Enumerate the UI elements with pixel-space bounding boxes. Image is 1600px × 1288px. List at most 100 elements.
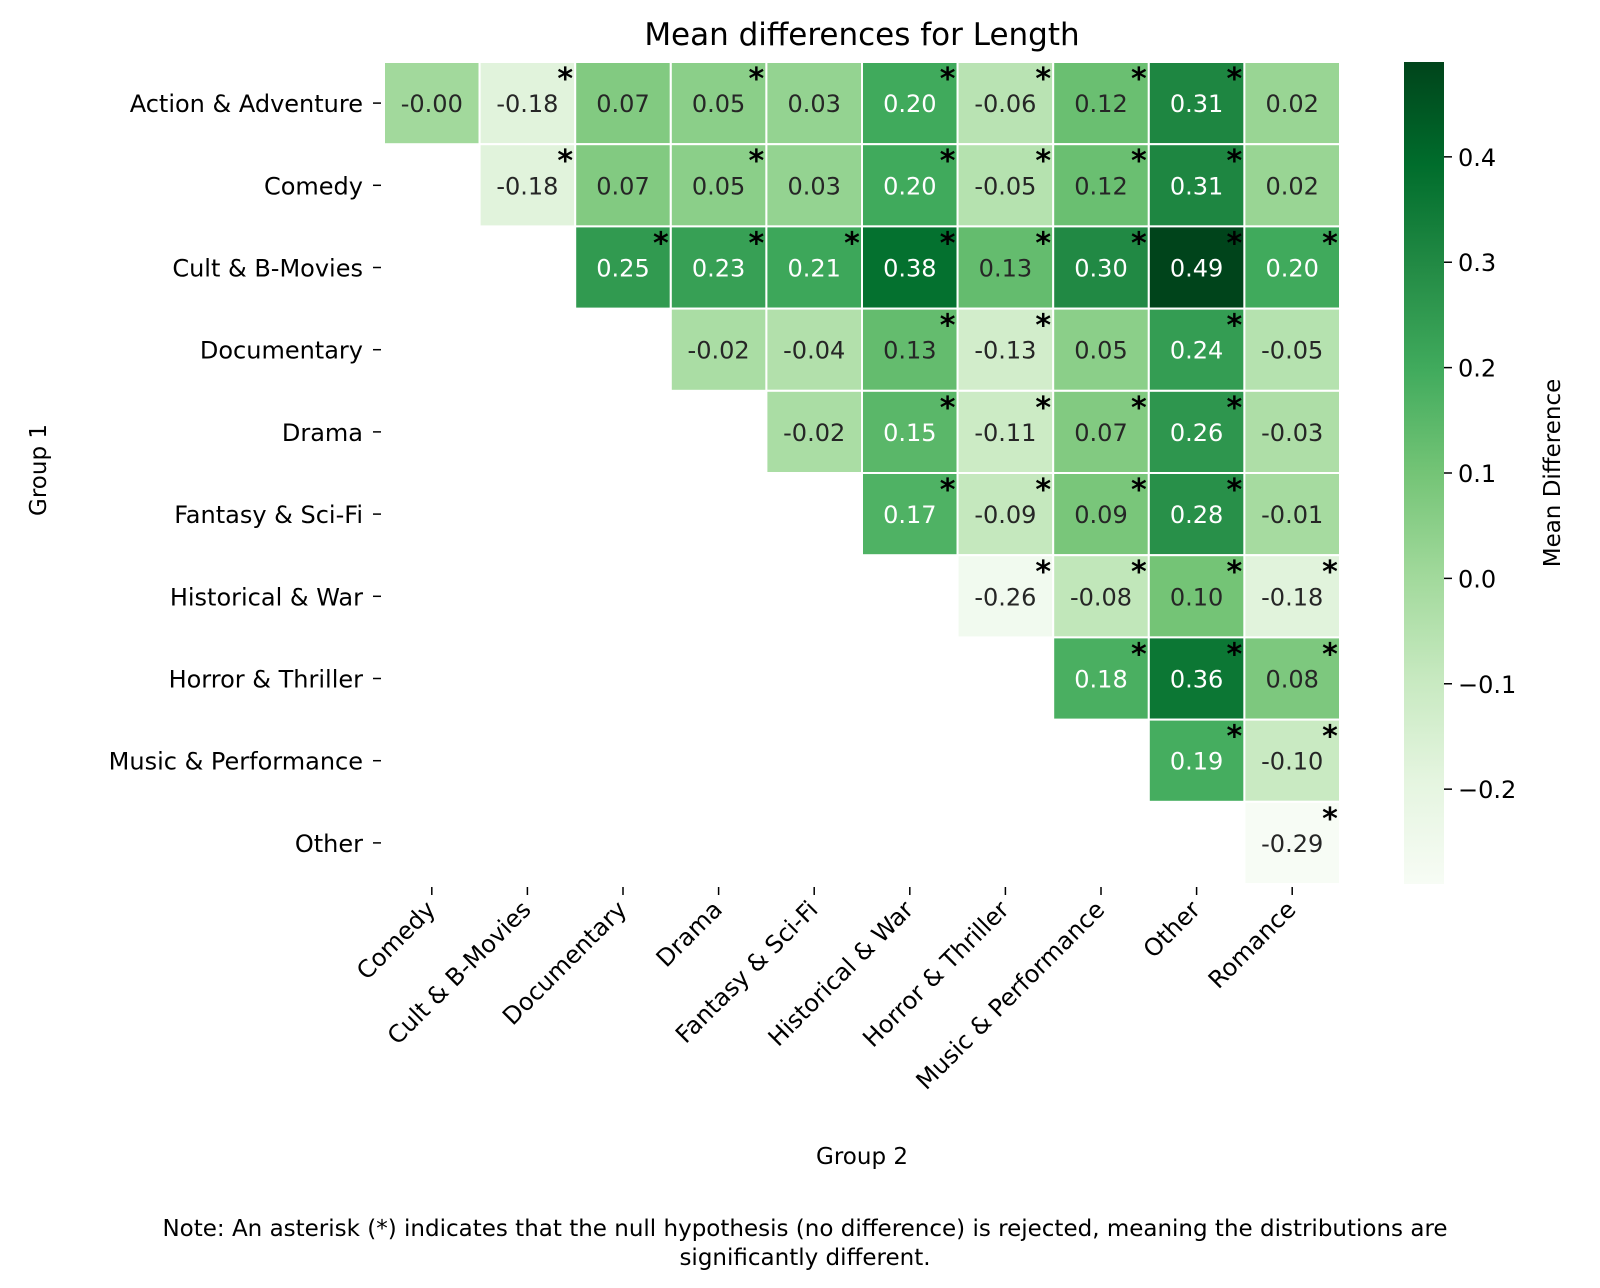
heatmap-cell	[1243, 636, 1342, 721]
cell-value-label: -0.11	[974, 419, 1036, 447]
colorbar-ticks: 0.4 0.3 0.2 0.1 0.0 −0.1 −0.2	[1444, 144, 1516, 804]
significance-asterisk: *	[1131, 391, 1147, 426]
column-label: Other	[1138, 895, 1206, 963]
significance-asterisk: *	[1322, 226, 1338, 261]
cell-value-label: 0.31	[1170, 90, 1223, 118]
significance-asterisk: *	[1227, 637, 1243, 672]
cell-value-label: -0.13	[974, 337, 1036, 365]
significance-asterisk: *	[653, 226, 669, 261]
y-axis-label: Group 1	[26, 424, 52, 516]
heatmap-cell	[1147, 718, 1246, 803]
significance-asterisk: *	[1227, 144, 1243, 179]
colorbar-label: Mean Difference	[1540, 379, 1566, 568]
cell-value-label: 0.36	[1170, 666, 1223, 694]
heatmap-cells: -0.00 -0.18*0.07 0.05*0.03 0.20*-0.06*0.12*…	[383, 61, 1342, 885]
heatmap-cell	[1052, 61, 1150, 146]
significance-asterisk: *	[749, 226, 765, 261]
significance-asterisk: *	[940, 226, 956, 261]
row-axis: Action & Adventure Comedy Cult & B-Movies D…	[109, 90, 381, 858]
cell-value-label: 0.23	[692, 255, 745, 283]
heatmap-cell	[1147, 636, 1246, 721]
significance-asterisk: *	[1322, 637, 1338, 672]
significance-asterisk: *	[844, 226, 860, 261]
significance-asterisk: *	[1035, 391, 1051, 426]
cell-value-label: -0.18	[496, 90, 558, 118]
cell-value-label: 0.05	[1074, 337, 1127, 365]
cell-value-label: 0.07	[1074, 419, 1127, 447]
heatmap-cell	[956, 389, 1055, 474]
cell-value-label: 0.30	[1074, 255, 1127, 283]
significance-asterisk: *	[1131, 637, 1147, 672]
cell-value-label: -0.18	[1261, 583, 1323, 611]
significance-asterisk: *	[557, 144, 573, 179]
heatmap-cell	[574, 225, 672, 310]
cell-value-label: -0.05	[1261, 337, 1323, 365]
cell-value-label: 0.49	[1170, 255, 1223, 283]
significance-asterisk: *	[1131, 473, 1147, 508]
note-text-line-1: Note: An asterisk (*) indicates that the…	[162, 1216, 1447, 1242]
cell-value-label: -0.03	[1261, 419, 1323, 447]
cell-value-label: -0.09	[974, 501, 1036, 529]
heatmap-cell	[956, 472, 1055, 557]
significance-asterisk: *	[1227, 473, 1243, 508]
cell-value-label: -0.00	[401, 90, 463, 118]
significance-asterisk: *	[940, 391, 956, 426]
cell-value-label: -0.08	[1070, 583, 1132, 611]
significance-asterisk: *	[1227, 555, 1243, 590]
significance-asterisk: *	[940, 473, 956, 508]
colorbar-tick-label: 0.4	[1458, 144, 1496, 172]
cell-value-label: 0.03	[787, 90, 840, 118]
significance-asterisk: *	[1131, 62, 1147, 97]
heatmap-cell	[478, 61, 577, 146]
heatmap-cell	[861, 389, 959, 474]
heatmap-cell	[1243, 143, 1342, 228]
significance-asterisk: *	[749, 62, 765, 97]
heatmap-cell	[861, 225, 959, 310]
cell-value-label: 0.19	[1170, 748, 1223, 776]
row-label: Comedy	[264, 172, 363, 200]
note-text-line-2: significantly different.	[679, 1245, 930, 1271]
column-label: Comedy	[351, 895, 441, 985]
cell-value-label: 0.26	[1170, 419, 1223, 447]
cell-value-label: 0.07	[596, 172, 649, 200]
cell-value-label: 0.09	[1074, 501, 1127, 529]
heatmap-cell	[1147, 143, 1246, 228]
heatmap-cell	[1243, 800, 1342, 885]
cell-value-label: 0.02	[1265, 172, 1318, 200]
significance-asterisk: *	[1227, 309, 1243, 344]
row-label: Cult & B-Movies	[172, 255, 363, 283]
significance-asterisk: *	[940, 144, 956, 179]
significance-asterisk: *	[1227, 720, 1243, 755]
heatmap-cell	[1243, 472, 1342, 557]
cell-value-label: 0.18	[1074, 666, 1127, 694]
cell-value-label: 0.05	[692, 90, 745, 118]
heatmap-cell	[1052, 636, 1150, 721]
cell-value-label: 0.10	[1170, 583, 1223, 611]
row-label: Horror & Thriller	[169, 666, 364, 694]
row-label: Fantasy & Sci-Fi	[174, 501, 363, 529]
cell-value-label: -0.04	[783, 337, 845, 365]
heatmap-cell	[861, 61, 959, 146]
cell-value-label: 0.02	[1265, 90, 1318, 118]
cell-value-label: 0.13	[883, 337, 936, 365]
heatmap-cell	[765, 307, 864, 392]
cell-value-label: 0.05	[692, 172, 745, 200]
significance-asterisk: *	[749, 144, 765, 179]
significance-asterisk: *	[940, 62, 956, 97]
cell-value-label: 0.20	[883, 90, 936, 118]
significance-asterisk: *	[1322, 720, 1338, 755]
colorbar-tick-label: 0.0	[1458, 565, 1496, 593]
cell-value-label: 0.17	[883, 501, 936, 529]
significance-asterisk: *	[1227, 62, 1243, 97]
heatmap-cell	[1243, 554, 1342, 639]
heatmap-cell	[765, 143, 864, 228]
significance-asterisk: *	[1035, 62, 1051, 97]
significance-asterisk: *	[1035, 309, 1051, 344]
cell-value-label: 0.20	[1265, 255, 1318, 283]
heatmap-cell	[1052, 554, 1150, 639]
heatmap-cell	[383, 61, 481, 146]
column-label: Drama	[651, 895, 728, 972]
cell-value-label: -0.02	[688, 337, 750, 365]
